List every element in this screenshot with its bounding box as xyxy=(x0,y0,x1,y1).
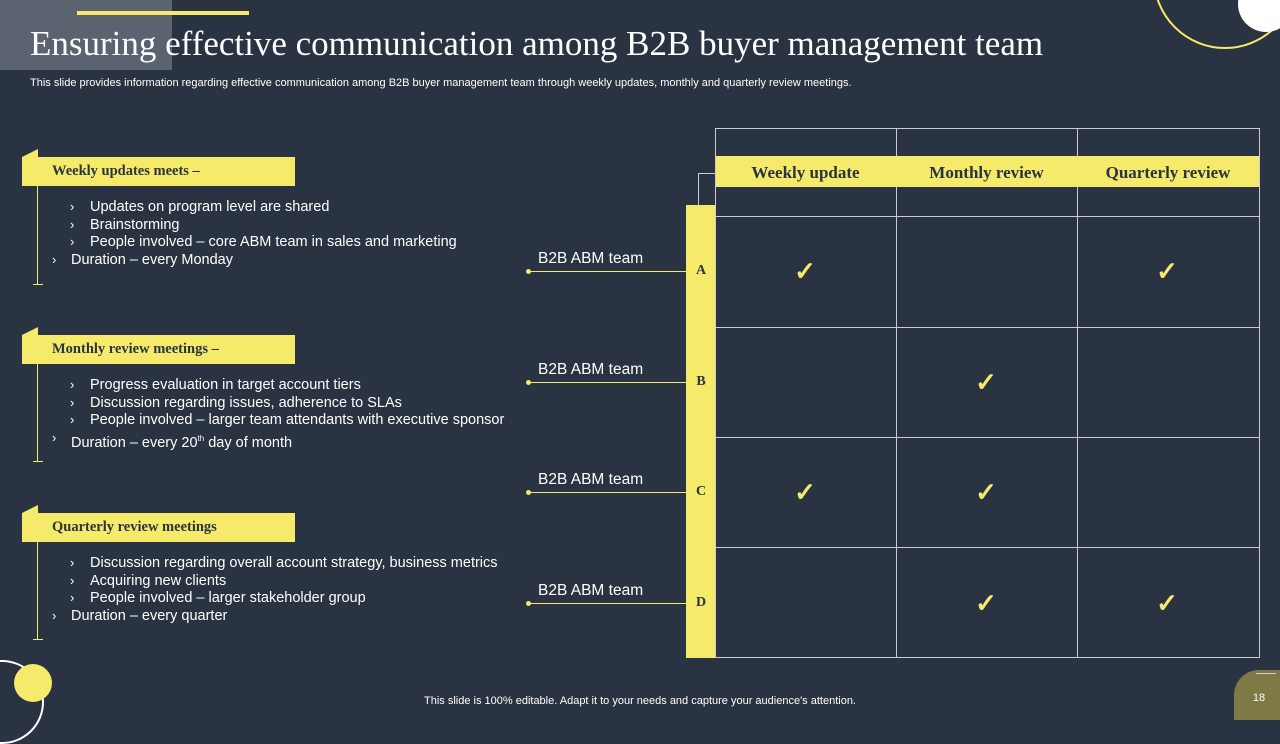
check-icon: ✓ xyxy=(1156,256,1178,286)
row-letter-d: D xyxy=(695,595,707,610)
grid-line xyxy=(1077,187,1078,658)
section-heading-quarterly: Quarterly review meetings xyxy=(22,513,295,542)
column-header-weekly: Weekly update xyxy=(751,163,860,182)
grid-line xyxy=(715,128,1259,129)
duration-text-end: day of month xyxy=(204,434,293,451)
section-tab xyxy=(22,149,38,157)
footer-note: This slide is 100% editable. Adapt it to… xyxy=(424,695,856,707)
section-heading-weekly: Weekly updates meets – xyxy=(22,157,295,186)
column-connector xyxy=(698,173,716,205)
check-icon: ✓ xyxy=(1156,588,1178,618)
list-item: Updates on program level are shared xyxy=(52,198,457,217)
section-line-foot xyxy=(33,461,43,462)
grid-line xyxy=(1077,128,1078,156)
team-connector-line xyxy=(529,492,687,493)
check-icon: ✓ xyxy=(975,367,997,397)
team-connector-line xyxy=(529,382,687,383)
list-item: People involved – larger stakeholder gro… xyxy=(52,589,498,608)
check-icon: ✓ xyxy=(794,477,816,507)
page-subtitle: This slide provides information regardin… xyxy=(30,77,852,89)
row-letter-column xyxy=(686,205,716,658)
page-title: Ensuring effective communication among B… xyxy=(30,24,1044,63)
duration-text: Duration – every 20 xyxy=(71,434,198,451)
page-corner-line xyxy=(1256,673,1276,674)
list-item: Discussion regarding overall account str… xyxy=(52,554,498,573)
page-number: 18 xyxy=(1234,670,1280,720)
section-line xyxy=(37,542,38,640)
section-line xyxy=(37,364,38,462)
row-letter-b: B xyxy=(696,374,706,389)
team-label-c: B2B ABM team xyxy=(538,471,644,488)
check-icon: ✓ xyxy=(794,256,816,286)
team-connector-dot xyxy=(526,601,531,606)
team-connector-dot xyxy=(526,490,531,495)
section-line-foot xyxy=(33,284,43,285)
grid-line xyxy=(715,327,1259,328)
monthly-bullet-list: Progress evaluation in target account ti… xyxy=(52,376,504,451)
row-letter-a: A xyxy=(695,263,707,278)
duration-item: Duration – every quarter xyxy=(52,607,498,626)
duration-superscript: th xyxy=(197,434,205,444)
grid-line xyxy=(715,657,1259,658)
section-line xyxy=(37,186,38,284)
duration-item: Duration – every Monday xyxy=(52,251,457,270)
team-label-b: B2B ABM team xyxy=(538,361,644,378)
column-header-band xyxy=(715,156,1260,187)
check-icon: ✓ xyxy=(975,588,997,618)
list-item: Progress evaluation in target account ti… xyxy=(52,376,504,395)
check-icon: ✓ xyxy=(975,477,997,507)
grid-line xyxy=(715,437,1259,438)
grid-line xyxy=(715,216,1259,217)
section-tab xyxy=(22,505,38,513)
list-item: Acquiring new clients xyxy=(52,572,498,591)
row-letter-c: C xyxy=(695,484,707,499)
section-tab xyxy=(22,327,38,335)
duration-item: Duration – every 20th day of month xyxy=(52,429,504,451)
section-line-foot xyxy=(33,639,43,640)
grid-line xyxy=(1259,128,1260,658)
decorative-circle-bottom xyxy=(14,664,52,702)
title-accent-bar xyxy=(77,11,249,15)
grid-line xyxy=(896,128,897,156)
list-item: Discussion regarding issues, adherence t… xyxy=(52,394,504,413)
column-header-monthly: Monthly review xyxy=(929,163,1044,182)
quarterly-bullet-list: Discussion regarding overall account str… xyxy=(52,554,498,626)
team-connector-line xyxy=(529,603,687,604)
team-connector-dot xyxy=(526,380,531,385)
weekly-bullet-list: Updates on program level are shared Brai… xyxy=(52,198,457,270)
grid-line xyxy=(896,187,897,658)
team-connector-line xyxy=(529,271,687,272)
team-label-d: B2B ABM team xyxy=(538,582,644,599)
list-item: People involved – core ABM team in sales… xyxy=(52,233,457,252)
column-header-quarterly: Quarterly review xyxy=(1105,163,1231,182)
list-item: People involved – larger team attendants… xyxy=(52,411,504,430)
list-item: Brainstorming xyxy=(52,216,457,235)
section-heading-monthly: Monthly review meetings – xyxy=(22,335,295,364)
grid-line xyxy=(715,128,716,658)
team-label-a: B2B ABM team xyxy=(538,250,644,267)
grid-line xyxy=(715,547,1259,548)
team-connector-dot xyxy=(526,269,531,274)
